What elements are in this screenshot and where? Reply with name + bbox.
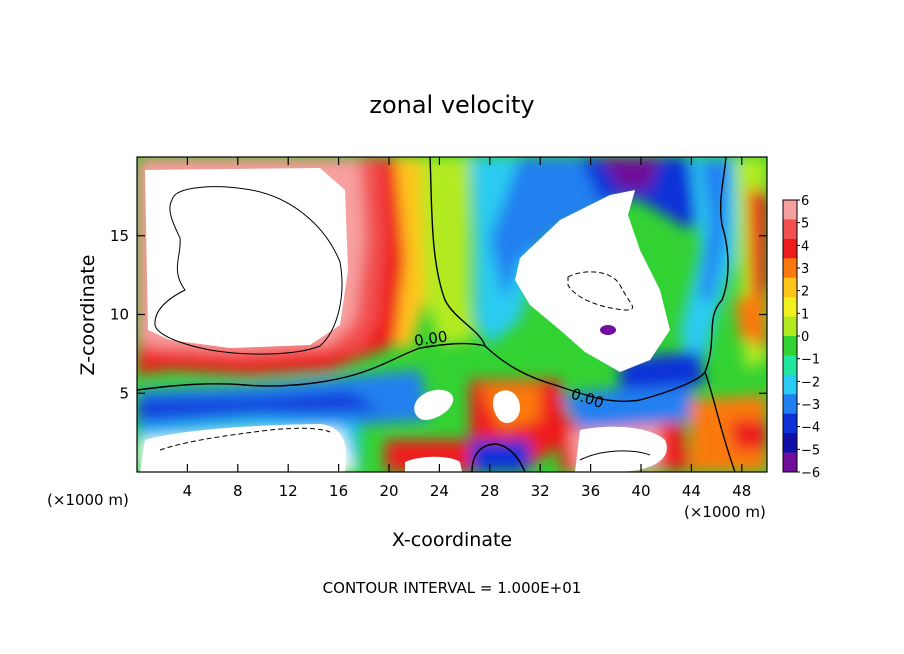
colorbar-swatch <box>783 433 797 454</box>
contour-interval-note: CONTOUR INTERVAL = 1.000E+01 <box>323 579 582 597</box>
colorbar-tick-label: 3 <box>801 262 809 277</box>
contour-label: 0.00 <box>413 327 449 349</box>
y-axis: 5 10 15 <box>110 227 767 402</box>
x-tick-label: 32 <box>531 482 550 500</box>
colorbar-swatch <box>783 413 797 434</box>
colorbar-swatch <box>783 258 797 279</box>
x-tick-label: 28 <box>480 482 499 500</box>
colorbar-swatch <box>783 200 797 220</box>
heatmap-field <box>137 157 767 472</box>
x-tick-label: 12 <box>279 482 298 500</box>
x-tick-label: 16 <box>329 482 348 500</box>
colorbar-tick-label: −2 <box>801 375 820 390</box>
y-tick-label: 15 <box>110 227 129 245</box>
contour-lines <box>137 157 736 472</box>
colorbar-tick-label: −4 <box>801 421 820 436</box>
colorbar-swatch <box>783 316 797 337</box>
y-axis-title: Z-coordinate <box>77 255 99 376</box>
x-unit-right: (×1000 m) <box>684 503 766 521</box>
x-tick-label: 20 <box>379 482 398 500</box>
x-tick-label: 44 <box>682 482 701 500</box>
x-axis-title: X-coordinate <box>392 529 512 551</box>
colorbar-tick-label: 4 <box>801 239 809 254</box>
colorbar-swatch <box>783 297 797 318</box>
x-tick-label: 8 <box>233 482 243 500</box>
x-unit-left: (×1000 m) <box>47 491 129 509</box>
colorbar-swatch <box>783 336 797 356</box>
x-tick-label: 36 <box>581 482 600 500</box>
x-tick-label: 24 <box>430 482 449 500</box>
colorbar-tick-label: 0 <box>801 330 809 345</box>
colorbar-swatch <box>783 374 797 395</box>
colorbar: 6 5 4 3 2 1 0 −1 −2 −3 −4 −5 −6 <box>782 194 820 481</box>
colorbar-swatch <box>783 238 797 259</box>
colorbar-tick-label: −3 <box>801 398 820 413</box>
colorbar-swatch <box>783 355 797 376</box>
colorbar-swatch <box>783 394 797 415</box>
colorbar-swatch <box>783 219 797 240</box>
colorbar-swatch <box>783 277 797 298</box>
colorbar-tick-label: −6 <box>801 466 820 481</box>
chart-title: zonal velocity <box>369 91 534 119</box>
colorbar-tick-label: 5 <box>801 217 809 232</box>
colorbar-swatch <box>783 452 797 473</box>
colorbar-tick-label: −1 <box>801 353 820 368</box>
colorbar-tick-label: 2 <box>801 285 809 300</box>
x-tick-label: 4 <box>183 482 193 500</box>
x-tick-label: 40 <box>631 482 650 500</box>
colorbar-tick-label: 6 <box>801 194 809 209</box>
y-tick-label: 10 <box>110 306 129 324</box>
colorbar-tick-label: −5 <box>801 443 820 458</box>
x-tick-label: 48 <box>732 482 751 500</box>
colorbar-tick-label: 1 <box>801 307 809 322</box>
x-axis: 4 8 12 16 20 24 28 32 36 40 44 48 <box>183 157 751 500</box>
y-tick-label: 5 <box>119 384 129 402</box>
